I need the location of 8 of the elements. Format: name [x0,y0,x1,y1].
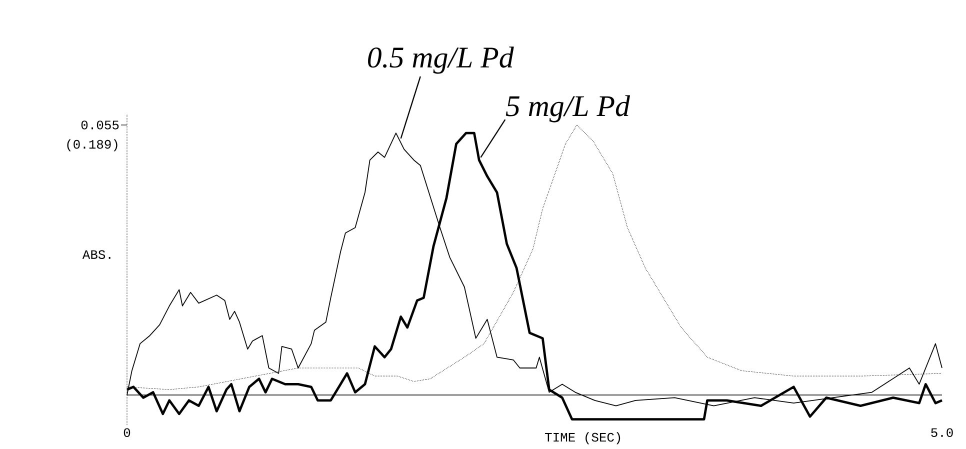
x-tick-label: 0 [124,428,130,438]
x-axis-title: TIME (SEC) [545,432,620,444]
y-axis-title: ABS. [82,250,110,259]
text: (0.189) [67,139,118,152]
text: 0.055 [81,120,119,130]
series-label: 5 mg/L Pd [506,95,630,122]
text: 0.5 mg/L Pd [368,46,514,74]
x-tick-label: 5.0 [931,428,953,438]
